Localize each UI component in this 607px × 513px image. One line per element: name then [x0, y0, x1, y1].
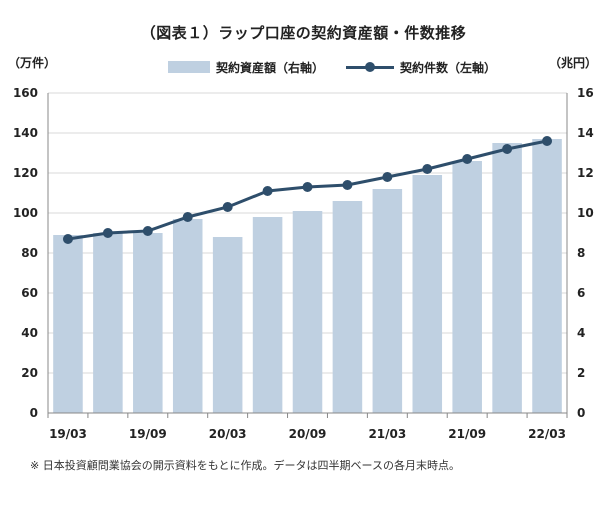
x-tick-label: 22/03: [528, 427, 566, 441]
x-tick-label: 19/09: [129, 427, 167, 441]
x-tick-label: 20/03: [209, 427, 247, 441]
right-tick-label: 4: [577, 326, 585, 340]
line-point: [462, 154, 473, 164]
left-tick-label: 60: [21, 286, 38, 300]
bar: [212, 237, 243, 413]
left-tick-label: 120: [13, 166, 38, 180]
left-tick-label: 20: [21, 366, 38, 380]
right-tick-label: 6: [577, 286, 585, 300]
x-tick-label: 21/09: [448, 427, 486, 441]
right-tick-label: 12: [577, 166, 594, 180]
legend-bar-swatch: [168, 61, 210, 73]
line-point: [422, 164, 433, 174]
line-point: [302, 182, 313, 192]
line-point: [102, 228, 113, 238]
line-point: [502, 144, 513, 154]
left-axis-unit: （万件）: [8, 56, 57, 70]
chart-title: （図表１）ラップ口座の契約資産額・件数推移: [140, 24, 467, 42]
x-tick-label: 20/09: [289, 427, 327, 441]
bar: [452, 161, 482, 413]
legend-line-label: 契約件数（左軸）: [400, 60, 497, 75]
left-tick-label: 160: [13, 86, 38, 100]
left-tick-label: 100: [13, 206, 38, 220]
right-tick-label: 16: [577, 86, 594, 100]
right-tick-label: 14: [577, 126, 594, 140]
line-point: [542, 136, 553, 146]
right-axis-unit: （兆円）: [548, 56, 597, 70]
bar: [372, 189, 403, 413]
line-point: [142, 226, 153, 236]
left-tick-label: 80: [21, 246, 38, 260]
left-tick-label: 0: [30, 406, 38, 420]
legend: 契約資産額（右軸） 契約件数（左軸）: [168, 58, 496, 76]
bar: [252, 217, 283, 413]
line-point: [262, 186, 273, 196]
x-tick-label: 19/03: [49, 427, 87, 441]
bar: [332, 201, 363, 413]
line-point: [62, 234, 73, 244]
bar: [292, 211, 323, 413]
right-tick-label: 10: [577, 206, 594, 220]
x-tick-label: 21/03: [368, 427, 406, 441]
right-tick-label: 8: [577, 246, 585, 260]
left-tick-label: 140: [13, 126, 38, 140]
bar: [172, 219, 203, 413]
line-point: [342, 180, 353, 190]
bar: [133, 233, 163, 413]
bar: [492, 143, 522, 413]
line-point: [222, 202, 233, 212]
bar: [412, 175, 443, 413]
line-point: [382, 172, 393, 182]
footnote: ※ 日本投資顧問業協会の開示資料をもとに作成。データは四半期ベースの各月末時点。: [30, 459, 460, 472]
bar: [532, 139, 562, 413]
legend-bar-label: 契約資産額（右軸）: [216, 60, 325, 75]
left-tick-label: 40: [21, 326, 38, 340]
right-tick-label: 2: [577, 366, 585, 380]
legend-line-swatch: [346, 61, 395, 73]
right-tick-label: 0: [577, 406, 585, 420]
bar: [53, 235, 83, 413]
line-point: [182, 212, 193, 222]
bar: [93, 233, 123, 413]
